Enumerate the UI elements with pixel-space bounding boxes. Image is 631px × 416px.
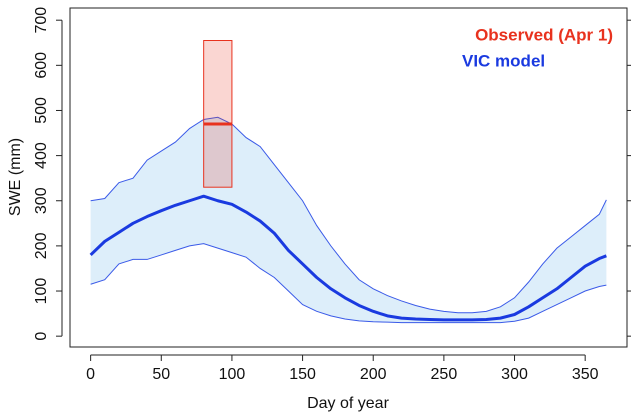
x-tick-label: 350 xyxy=(572,366,599,383)
x-tick-label: 200 xyxy=(360,366,387,383)
plot-frame xyxy=(69,7,628,348)
uncertainty-band xyxy=(90,117,607,323)
observed-range xyxy=(203,40,233,188)
x-tick-label: 300 xyxy=(501,366,528,383)
x-tick-label: 100 xyxy=(219,366,246,383)
legend-label: Observed (Apr 1) xyxy=(475,25,613,44)
y-tick-label: 400 xyxy=(33,142,50,169)
series-line xyxy=(89,194,607,322)
x-tick-label: 250 xyxy=(431,366,458,383)
y-tick-label: 100 xyxy=(33,278,50,305)
y-axis-label: SWE (mm) xyxy=(7,138,24,216)
y-tick-label: 700 xyxy=(33,7,50,34)
band-lower-edge xyxy=(90,243,607,324)
legend-label: VIC model xyxy=(462,51,545,70)
x-axis-label: Day of year xyxy=(307,395,389,412)
y-tick-label: 300 xyxy=(33,187,50,214)
y-tick-label: 0 xyxy=(33,332,50,341)
y-tick-label: 200 xyxy=(33,232,50,259)
x-tick-label: 0 xyxy=(86,366,95,383)
x-tick-label: 150 xyxy=(289,366,316,383)
y-tick-label: 600 xyxy=(33,52,50,79)
band-upper-edge xyxy=(90,116,607,314)
y-tick-label: 500 xyxy=(33,97,50,124)
x-tick-label: 50 xyxy=(152,366,170,383)
